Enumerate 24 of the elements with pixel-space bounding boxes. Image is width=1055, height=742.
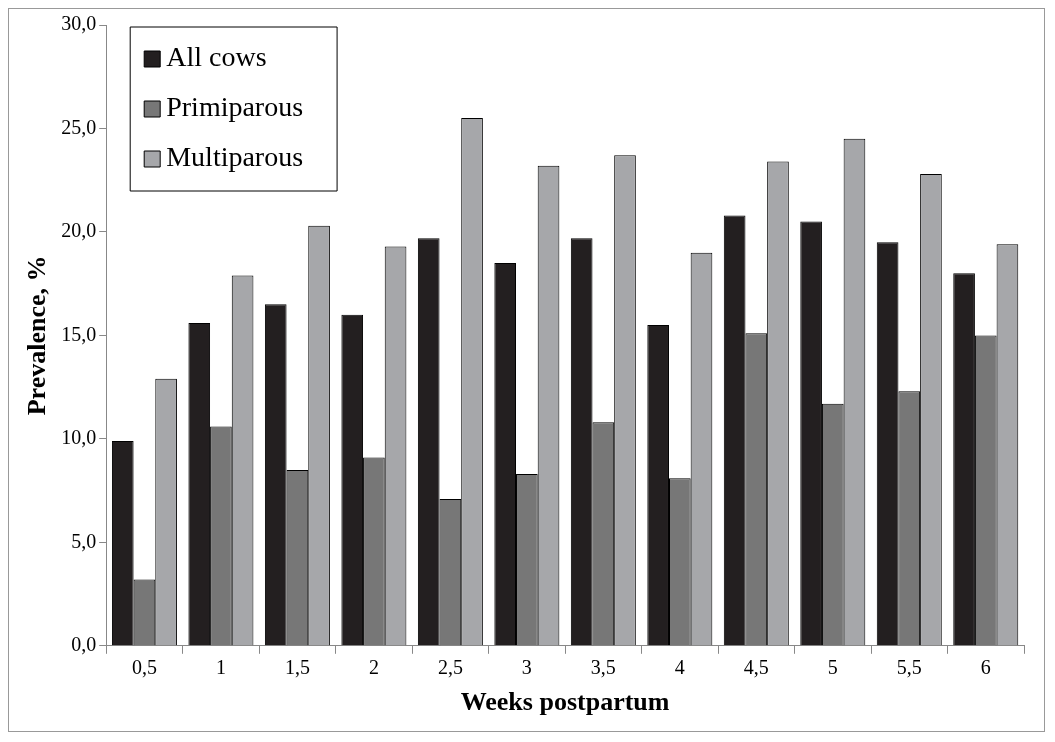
y-tick-label: 10,0 (61, 426, 97, 449)
y-tick-label: 20,0 (61, 219, 97, 242)
legend-label: Multiparous (166, 141, 304, 173)
y-tick-label: 0,0 (71, 633, 97, 656)
x-tick-label: 3 (521, 656, 532, 679)
y-axis-title: Prevalence, % (22, 255, 52, 416)
y-tick-label: 30,0 (61, 12, 97, 35)
y-tick-label: 25,0 (61, 115, 97, 138)
y-tick-label: 15,0 (61, 322, 97, 345)
x-tick-label: 3,5 (590, 656, 616, 679)
x-tick-label: 2,5 (437, 656, 463, 679)
x-tick-label: 0,5 (131, 656, 157, 679)
x-tick-label: 4,5 (743, 656, 769, 679)
x-tick-label: 1,5 (284, 656, 310, 679)
x-tick-label: 6 (980, 656, 991, 679)
y-tick-label: 5,0 (71, 529, 97, 552)
x-tick-label: 2 (368, 656, 379, 679)
legend-label: Primiparous (166, 91, 304, 123)
x-tick-label: 5,5 (896, 656, 922, 679)
x-tick-label: 5 (827, 656, 838, 679)
x-axis-title: Weeks postpartum (460, 687, 670, 717)
x-tick-label: 4 (674, 656, 685, 679)
legend-label: All cows (166, 41, 267, 73)
x-tick-label: 1 (215, 656, 226, 679)
